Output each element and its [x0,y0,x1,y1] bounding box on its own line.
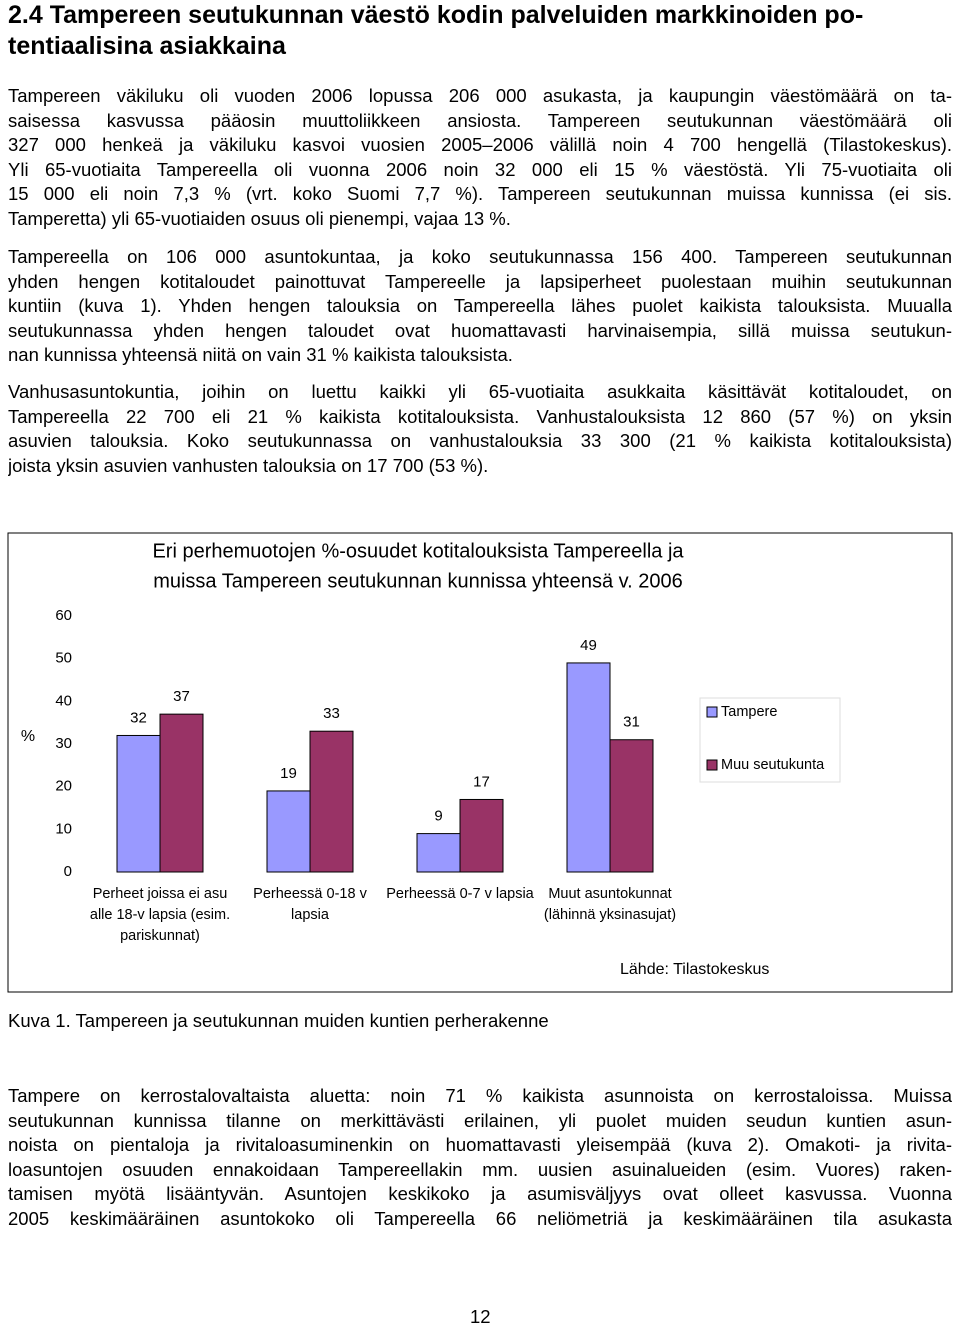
chart-title: muissa Tampereen seutukunnan kunnissa yh… [153,570,683,592]
text-line: noista on pientaloja ja rivitaloasuminen… [8,1134,952,1156]
text-line: tamisen myötä lisääntyvän. Asuntojen kes… [8,1183,952,1205]
caption: Kuva 1. Tampereen ja seutukunnan muiden … [8,1010,549,1031]
text-line: Tampereella 22 700 eli 21 % kaikista kot… [8,405,952,427]
text-line: nan kunnissa yhteensä niitä on vain 31 %… [8,344,513,366]
x-tick-label: Perheet joissa ei asu alle 18-v lapsia (… [89,886,231,944]
data-label: 19 [280,765,297,782]
heading: 2.4 Tampereen seutukunnan väestö kodin p… [8,0,952,62]
text-line: Tamperetta) yli 65-vuotiaiden osuus oli … [8,207,511,229]
page-number: 12 [470,1306,491,1327]
text-line: seutukunnassa yhden hengen taloudet ovat… [8,319,952,341]
y-tick-label: 40 [55,692,72,709]
legend-swatch [706,706,718,718]
paragraph: Vanhusasuntokuntia, joihin on luettu kai… [8,380,952,478]
x-tick-label: Perheessä 0-7 v lapsia [386,886,534,902]
text-line: 2005 keskimääräinen asuntokoko oli Tampe… [8,1207,952,1229]
paragraph: Tampereen väkiluku oli vuoden 2006 lopus… [8,84,952,232]
source-note: Lähde: Tilastokeskus [620,961,769,978]
paragraph: Tampere on kerrostalovaltaista aluetta: … [8,1084,952,1232]
x-tick-label: Muut asuntokunnat (lähinnä yksinasujat) [543,886,677,923]
chart: Eri perhemuotojen %-osuudet kotitalouksi… [7,532,953,993]
data-label: 17 [473,773,490,790]
text-line: kuntiin (kuva 1). Yhden hengen talouksia… [8,295,952,317]
legend-swatch [706,759,718,771]
bar [566,662,611,873]
data-label: 32 [130,709,147,726]
data-label: 31 [623,714,640,731]
y-tick-label: 50 [55,650,72,667]
text-line: loasuntojen osuuden ennakoidaan Tamperee… [8,1158,952,1180]
text-line: asuvien talouksia. Koko seutukunnassa on… [8,430,952,452]
y-tick-label: 0 [64,863,72,880]
x-tick-label: Perheessä 0-18 v lapsia [253,886,367,923]
text-line: Tampereen väkiluku oli vuoden 2006 lopus… [8,85,952,106]
bar [416,833,461,873]
text-line: seutukunnan kunnissa tilanne on merkittä… [8,1109,952,1131]
x-tick-label-box: Muut asuntokunnat (lähinnä yksinasujat) [543,886,677,923]
text-line: yhden hengen kotitaloudet painottuvat Ta… [8,270,952,292]
bar [459,798,504,873]
bar [266,790,311,873]
heading-line: 2.4 Tampereen seutukunnan väestö kodin p… [8,1,864,29]
text-line: 327 000 henkeä ja väkiluku kasvoi vuosie… [8,134,952,156]
legend-label: Muu seutukunta [721,757,825,773]
text-line: 15 000 eli noin 7,3 % (vrt. koko Suomi 7… [8,183,952,205]
chart-title: Eri perhemuotojen %-osuudet kotitalouksi… [152,540,684,562]
text-line: Vanhusasuntokuntia, joihin on luettu kai… [8,381,952,402]
x-tick-label-box: Perheessä 0-18 v lapsia [253,886,367,923]
y-axis-label: % [21,728,35,745]
bar [116,734,161,873]
text-line: Yli 65-vuotiaita Tampereella oli vuonna … [8,158,952,180]
y-tick-label: 20 [55,778,72,795]
y-tick-label: 10 [55,820,72,837]
text-line: Tampere on kerrostalovaltaista aluetta: … [8,1085,952,1106]
text-line: Tampereella on 106 000 asuntokuntaa, ja … [8,246,952,267]
y-tick-label: 60 [55,607,72,624]
paragraph: Tampereella on 106 000 asuntokuntaa, ja … [8,245,952,368]
text-line: joista yksin asuvien vanhusten talouksia… [8,454,489,476]
data-label: 33 [323,705,340,722]
data-label: 37 [173,688,190,705]
data-label: 49 [580,637,597,654]
bar [309,730,354,873]
bar [609,739,654,873]
x-tick-label-box: Perheet joissa ei asu alle 18-v lapsia (… [89,886,231,944]
text-line: saisessa kasvussa pääosin muuttoliikkeen… [8,109,952,131]
legend-frame [699,697,841,783]
chart-frame [7,532,953,993]
bar [159,713,204,873]
heading-line: tentiaalisina asiakkaina [8,32,286,60]
x-tick-label-box: Perheessä 0-7 v lapsia [386,886,534,902]
y-tick-label: 30 [55,735,72,752]
data-label: 9 [434,808,442,825]
legend-label: Tampere [721,704,777,720]
